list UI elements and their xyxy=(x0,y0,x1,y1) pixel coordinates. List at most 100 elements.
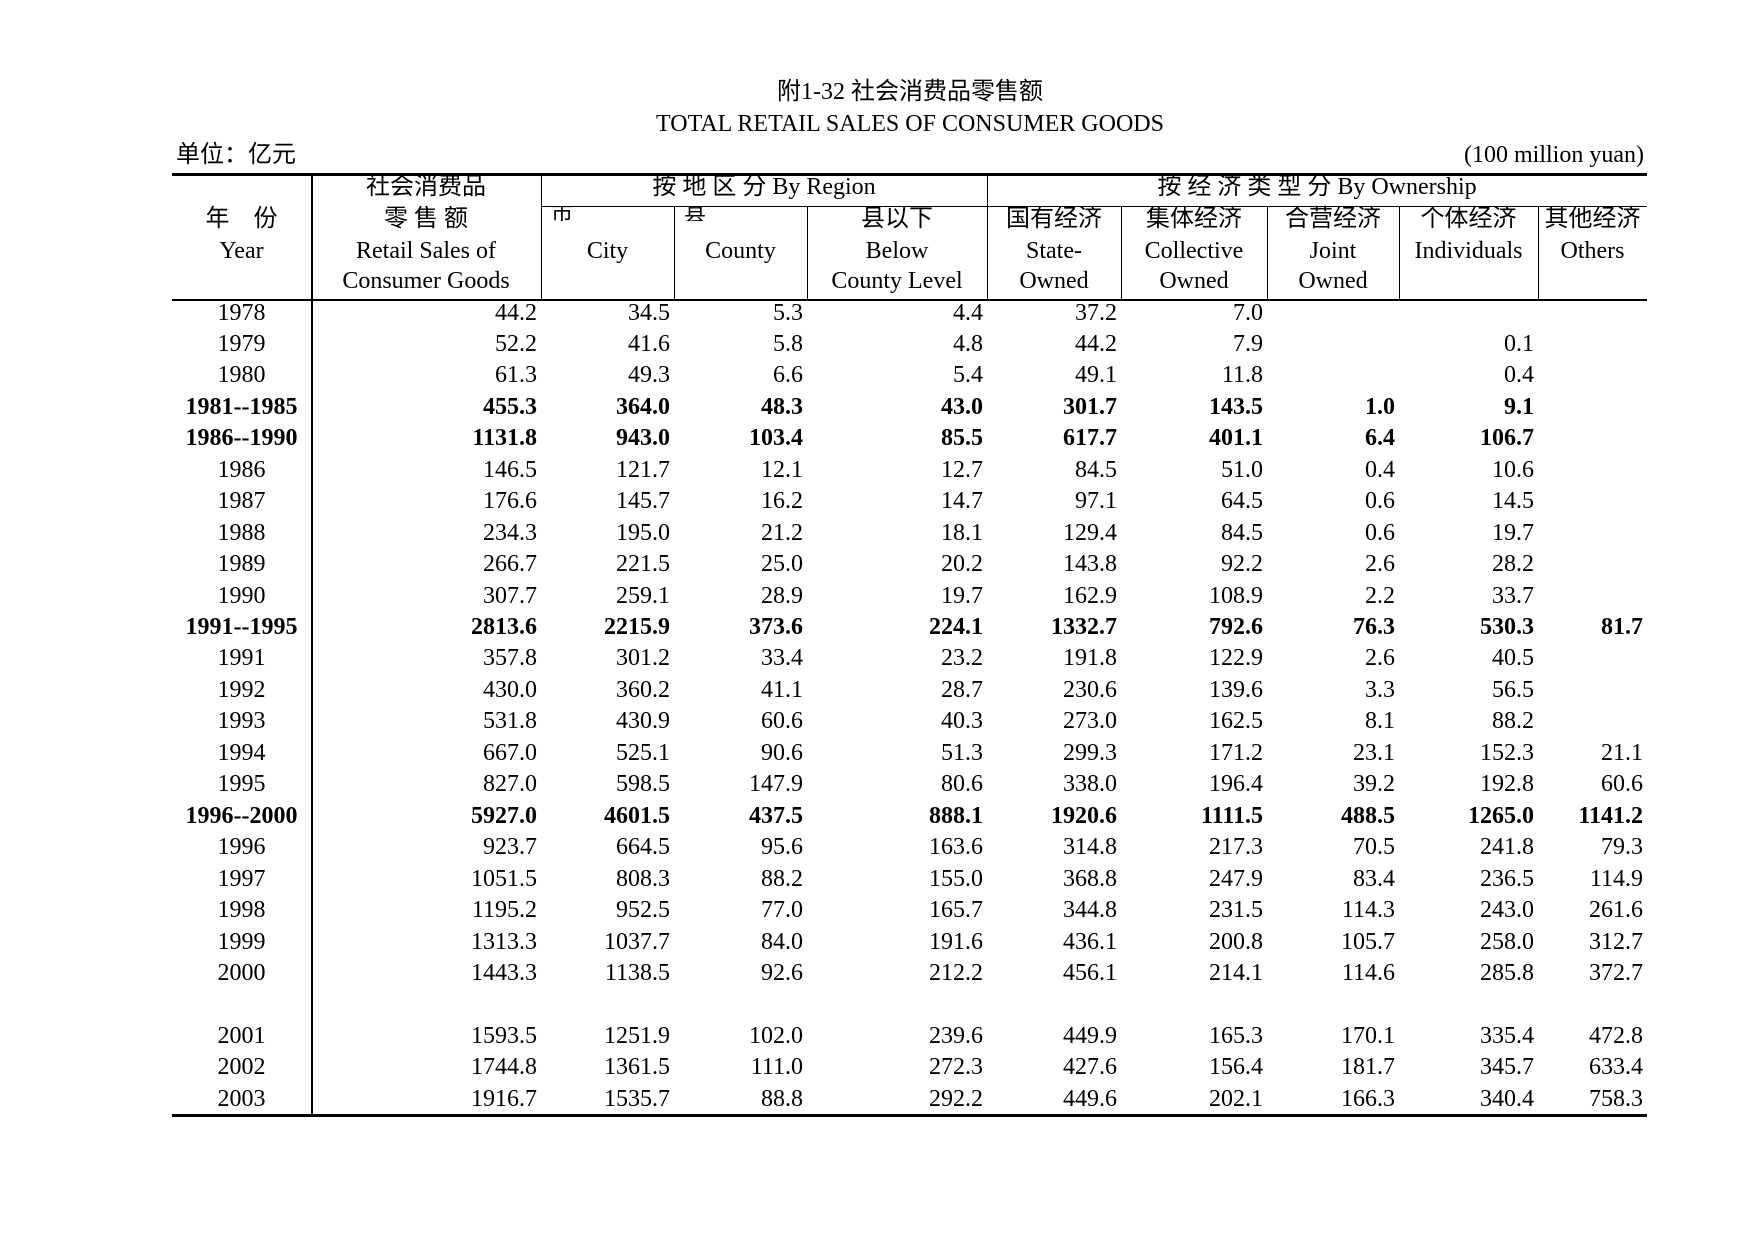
header-column: 个体经济 xyxy=(1420,206,1517,232)
cell: 4.4 xyxy=(953,299,983,326)
cell: 21.2 xyxy=(761,519,803,546)
cell: 18.1 xyxy=(941,519,983,546)
cell: 166.3 xyxy=(1341,1085,1395,1112)
cell: 25.0 xyxy=(761,551,803,578)
cell: 163.6 xyxy=(929,834,983,861)
cell: 372.7 xyxy=(1589,959,1643,986)
cell: 0.6 xyxy=(1365,488,1395,515)
cell: 1535.7 xyxy=(604,1085,670,1112)
row-year: 1994 xyxy=(217,739,266,766)
cell: 146.5 xyxy=(483,456,537,483)
row-year: 2003 xyxy=(217,1085,266,1112)
cell: 171.2 xyxy=(1209,739,1263,766)
row-year: 1996 xyxy=(217,834,266,861)
column-divider xyxy=(1538,206,1539,299)
header-column: Joint xyxy=(1309,238,1357,264)
cell: 943.0 xyxy=(616,425,670,452)
cell: 44.2 xyxy=(1075,330,1117,357)
header-retail: 零 售 额 xyxy=(384,206,468,232)
cell: 33.4 xyxy=(761,645,803,672)
row-year: 1997 xyxy=(217,865,266,892)
cell: 1313.3 xyxy=(471,928,537,955)
cell: 667.0 xyxy=(483,739,537,766)
row-year: 1988 xyxy=(217,519,266,546)
cell: 0.6 xyxy=(1365,519,1395,546)
cell: 156.4 xyxy=(1209,1054,1263,1081)
cell: 129.4 xyxy=(1063,519,1117,546)
cell: 0.1 xyxy=(1504,330,1534,357)
year-divider xyxy=(311,174,313,1115)
cell: 103.4 xyxy=(749,425,803,452)
row-year: 1992 xyxy=(217,676,266,703)
row-year: 1978 xyxy=(217,299,266,326)
cell: 41.6 xyxy=(628,330,670,357)
cell: 122.9 xyxy=(1209,645,1263,672)
header-column: County Level xyxy=(831,268,963,294)
cell: 598.5 xyxy=(616,771,670,798)
header-column: State- xyxy=(1026,238,1082,264)
cell: 241.8 xyxy=(1480,834,1534,861)
cell: 436.1 xyxy=(1063,928,1117,955)
cell: 285.8 xyxy=(1480,959,1534,986)
cell: 449.9 xyxy=(1063,1022,1117,1049)
top-rule xyxy=(172,173,1647,176)
row-year: 2002 xyxy=(217,1054,266,1081)
cell: 162.9 xyxy=(1063,582,1117,609)
header-column: County xyxy=(705,238,776,264)
cell: 6.6 xyxy=(773,362,803,389)
cell: 5927.0 xyxy=(471,802,537,829)
cell: 12.7 xyxy=(941,456,983,483)
cell: 1251.9 xyxy=(604,1022,670,1049)
row-year: 1998 xyxy=(217,897,266,924)
cell: 617.7 xyxy=(1063,425,1117,452)
title-en: TOTAL RETAIL SALES OF CONSUMER GOODS xyxy=(656,111,1164,137)
cell: 307.7 xyxy=(483,582,537,609)
cell: 34.5 xyxy=(628,299,670,326)
cell: 77.0 xyxy=(761,897,803,924)
header-column: City xyxy=(586,238,629,264)
cell: 217.3 xyxy=(1209,834,1263,861)
cell: 40.3 xyxy=(941,708,983,735)
cell: 43.0 xyxy=(941,393,983,420)
cell: 152.3 xyxy=(1480,739,1534,766)
cell: 923.7 xyxy=(483,834,537,861)
cell: 7.0 xyxy=(1233,299,1263,326)
row-year: 1986 xyxy=(217,456,266,483)
cell: 266.7 xyxy=(483,551,537,578)
cell: 335.4 xyxy=(1480,1022,1534,1049)
cell: 212.2 xyxy=(929,959,983,986)
header-retail: 社会消费品 xyxy=(366,174,486,200)
cell: 49.1 xyxy=(1075,362,1117,389)
cell: 259.1 xyxy=(616,582,670,609)
column-divider xyxy=(1267,206,1268,299)
cell: 64.5 xyxy=(1221,488,1263,515)
cell: 44.2 xyxy=(495,299,537,326)
cell: 92.6 xyxy=(761,959,803,986)
cell: 5.8 xyxy=(773,330,803,357)
cell: 60.6 xyxy=(1601,771,1643,798)
cell: 1.0 xyxy=(1365,393,1395,420)
cell: 1332.7 xyxy=(1051,614,1117,640)
column-divider xyxy=(807,206,808,299)
cell: 28.7 xyxy=(941,676,983,703)
cell: 1141.2 xyxy=(1578,802,1643,829)
header-group: 按 地 区 分 By Region xyxy=(652,174,876,200)
cell: 1361.5 xyxy=(604,1054,670,1081)
cell: 121.7 xyxy=(616,456,670,483)
cell: 808.3 xyxy=(616,865,670,892)
cell: 357.8 xyxy=(483,645,537,672)
cell: 80.6 xyxy=(941,771,983,798)
row-year: 1999 xyxy=(217,928,266,955)
column-divider xyxy=(1121,206,1122,299)
group-divider xyxy=(541,174,542,299)
header-column: Owned xyxy=(1159,268,1229,294)
unit-en: (100 million yuan) xyxy=(1464,142,1644,168)
cell: 21.1 xyxy=(1601,739,1643,766)
cell: 338.0 xyxy=(1063,771,1117,798)
cell: 1037.7 xyxy=(604,928,670,955)
cell: 192.8 xyxy=(1480,771,1534,798)
unit-cn: 单位：亿元 xyxy=(176,142,296,168)
row-year: 1981--1985 xyxy=(185,393,298,420)
cell: 37.2 xyxy=(1075,299,1117,326)
cell: 12.1 xyxy=(761,456,803,483)
